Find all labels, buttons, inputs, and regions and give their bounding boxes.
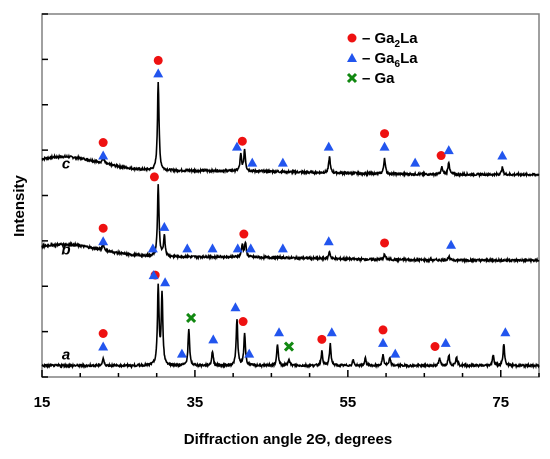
ga2la-marker <box>237 136 247 146</box>
ga6la-marker <box>182 243 193 253</box>
ga2la-marker <box>380 238 390 248</box>
legend: – Ga2La– Ga6La– Ga <box>346 30 418 87</box>
ga6la-marker <box>323 236 334 246</box>
ga-marker <box>186 312 197 324</box>
ga2la-marker <box>239 229 249 239</box>
legend-label: – Ga <box>362 70 395 87</box>
ga-marker <box>283 341 295 352</box>
ga6la-marker <box>247 157 258 167</box>
ga6la-marker <box>208 334 219 344</box>
curves: c b a <box>41 81 540 370</box>
ga6la-marker <box>230 302 241 312</box>
ga6la-marker <box>159 221 170 231</box>
curve-label-a: a <box>62 347 70 364</box>
ga6la-marker <box>440 337 451 347</box>
x-tick-label: 15 <box>34 394 51 411</box>
ga6la-marker <box>379 141 390 151</box>
ga6la-marker <box>244 348 255 358</box>
ga6la-marker <box>390 348 401 358</box>
ga2la-marker <box>149 172 159 182</box>
curve-c <box>41 81 540 179</box>
curve-a <box>41 283 540 370</box>
ga6la-marker <box>231 141 242 151</box>
ga6la-marker <box>153 68 164 78</box>
ga6la-marker <box>410 157 421 167</box>
ga2la-marker <box>436 151 446 161</box>
ga6la-marker <box>326 327 337 337</box>
ga6la-marker <box>497 150 508 160</box>
ga6la-marker <box>323 141 334 151</box>
curve-label-c: c <box>62 156 71 173</box>
x-tick-label: 75 <box>492 394 509 411</box>
ga6la-marker <box>207 243 218 253</box>
ga6la-marker <box>160 277 171 287</box>
ga2la-marker <box>153 55 163 65</box>
ga6la-marker <box>277 243 288 253</box>
legend-circle-icon <box>347 33 357 43</box>
plot-frame <box>41 13 540 378</box>
legend-cross-icon <box>346 72 358 84</box>
ga6la-marker <box>446 239 457 249</box>
curve-label-b: b <box>61 241 70 258</box>
legend-label: – Ga2La <box>362 30 418 50</box>
ga2la-marker <box>378 325 388 335</box>
ga2la-marker <box>238 317 248 327</box>
legend-triangle-icon <box>347 53 357 62</box>
ga6la-marker <box>443 145 454 155</box>
ga2la-marker <box>430 342 440 352</box>
ga6la-marker <box>500 327 511 337</box>
x-tick-label: 55 <box>340 394 357 411</box>
ga2la-marker <box>98 223 108 233</box>
ga6la-marker <box>232 243 243 253</box>
ga6la-marker <box>378 337 389 347</box>
curve-b <box>41 184 540 265</box>
ga6la-marker <box>147 243 158 253</box>
x-axis-title: Diffraction angle 2Θ, degrees <box>184 431 392 448</box>
ga6la-marker <box>148 270 159 280</box>
ga2la-marker <box>98 329 108 339</box>
axes: 15 35 55 75 <box>34 13 540 411</box>
ga2la-marker <box>380 129 390 139</box>
ga6la-marker <box>98 236 109 246</box>
peak-markers <box>98 55 511 358</box>
ga6la-marker <box>176 348 187 358</box>
ga6la-marker <box>98 341 109 351</box>
y-axis-title: Intensity <box>11 175 28 237</box>
ga2la-marker <box>98 138 108 148</box>
ga6la-marker <box>277 157 288 167</box>
ga6la-marker <box>274 327 285 337</box>
legend-label: – Ga6La <box>362 50 418 70</box>
ga6la-marker <box>245 243 256 253</box>
x-tick-label: 35 <box>187 394 204 411</box>
ga2la-marker <box>317 334 327 344</box>
ga6la-marker <box>98 150 109 160</box>
